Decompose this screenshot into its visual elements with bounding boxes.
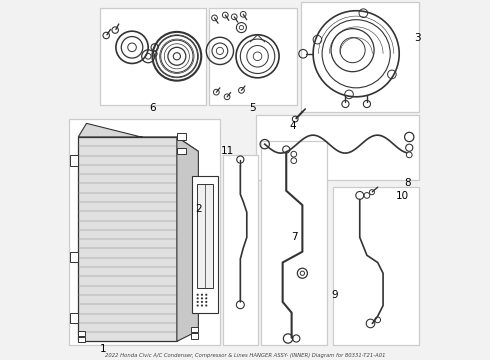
Text: 1: 1 bbox=[100, 343, 107, 354]
Text: 6: 6 bbox=[149, 103, 156, 113]
Text: 2: 2 bbox=[195, 204, 202, 214]
Bar bbox=[191, 333, 198, 339]
Text: 8: 8 bbox=[404, 178, 411, 188]
Bar bbox=[196, 184, 214, 288]
Bar bbox=[300, 3, 419, 112]
Bar bbox=[69, 119, 220, 345]
Bar bbox=[70, 155, 78, 166]
Circle shape bbox=[201, 294, 203, 296]
Bar bbox=[209, 8, 297, 105]
Circle shape bbox=[196, 305, 199, 307]
Circle shape bbox=[201, 301, 203, 303]
Bar bbox=[78, 330, 85, 336]
Circle shape bbox=[196, 294, 199, 296]
Circle shape bbox=[205, 294, 207, 296]
Circle shape bbox=[205, 297, 207, 300]
Text: 7: 7 bbox=[291, 232, 298, 242]
Bar bbox=[256, 116, 419, 180]
Bar bbox=[70, 313, 78, 323]
Circle shape bbox=[201, 297, 203, 300]
Bar bbox=[100, 8, 205, 105]
Bar bbox=[70, 252, 78, 262]
Bar bbox=[333, 187, 419, 345]
Text: 10: 10 bbox=[396, 191, 409, 201]
Polygon shape bbox=[177, 137, 198, 341]
Bar bbox=[191, 327, 198, 332]
Polygon shape bbox=[78, 123, 198, 151]
Bar bbox=[261, 140, 327, 345]
Circle shape bbox=[196, 297, 199, 300]
Bar bbox=[223, 155, 258, 345]
Bar bbox=[192, 176, 218, 313]
Bar bbox=[177, 148, 186, 154]
Text: 5: 5 bbox=[249, 103, 256, 113]
Text: 9: 9 bbox=[331, 290, 338, 300]
Text: 3: 3 bbox=[414, 33, 420, 43]
Circle shape bbox=[205, 305, 207, 307]
Circle shape bbox=[201, 305, 203, 307]
Polygon shape bbox=[78, 137, 177, 341]
Circle shape bbox=[196, 301, 199, 303]
Text: 4: 4 bbox=[290, 121, 296, 131]
Text: 11: 11 bbox=[221, 146, 234, 156]
Circle shape bbox=[205, 301, 207, 303]
Bar bbox=[177, 134, 186, 140]
Text: 2022 Honda Civic A/C Condenser, Compressor & Lines HANGER ASSY- (INNER) Diagram : 2022 Honda Civic A/C Condenser, Compress… bbox=[105, 353, 385, 358]
Bar bbox=[78, 337, 85, 342]
